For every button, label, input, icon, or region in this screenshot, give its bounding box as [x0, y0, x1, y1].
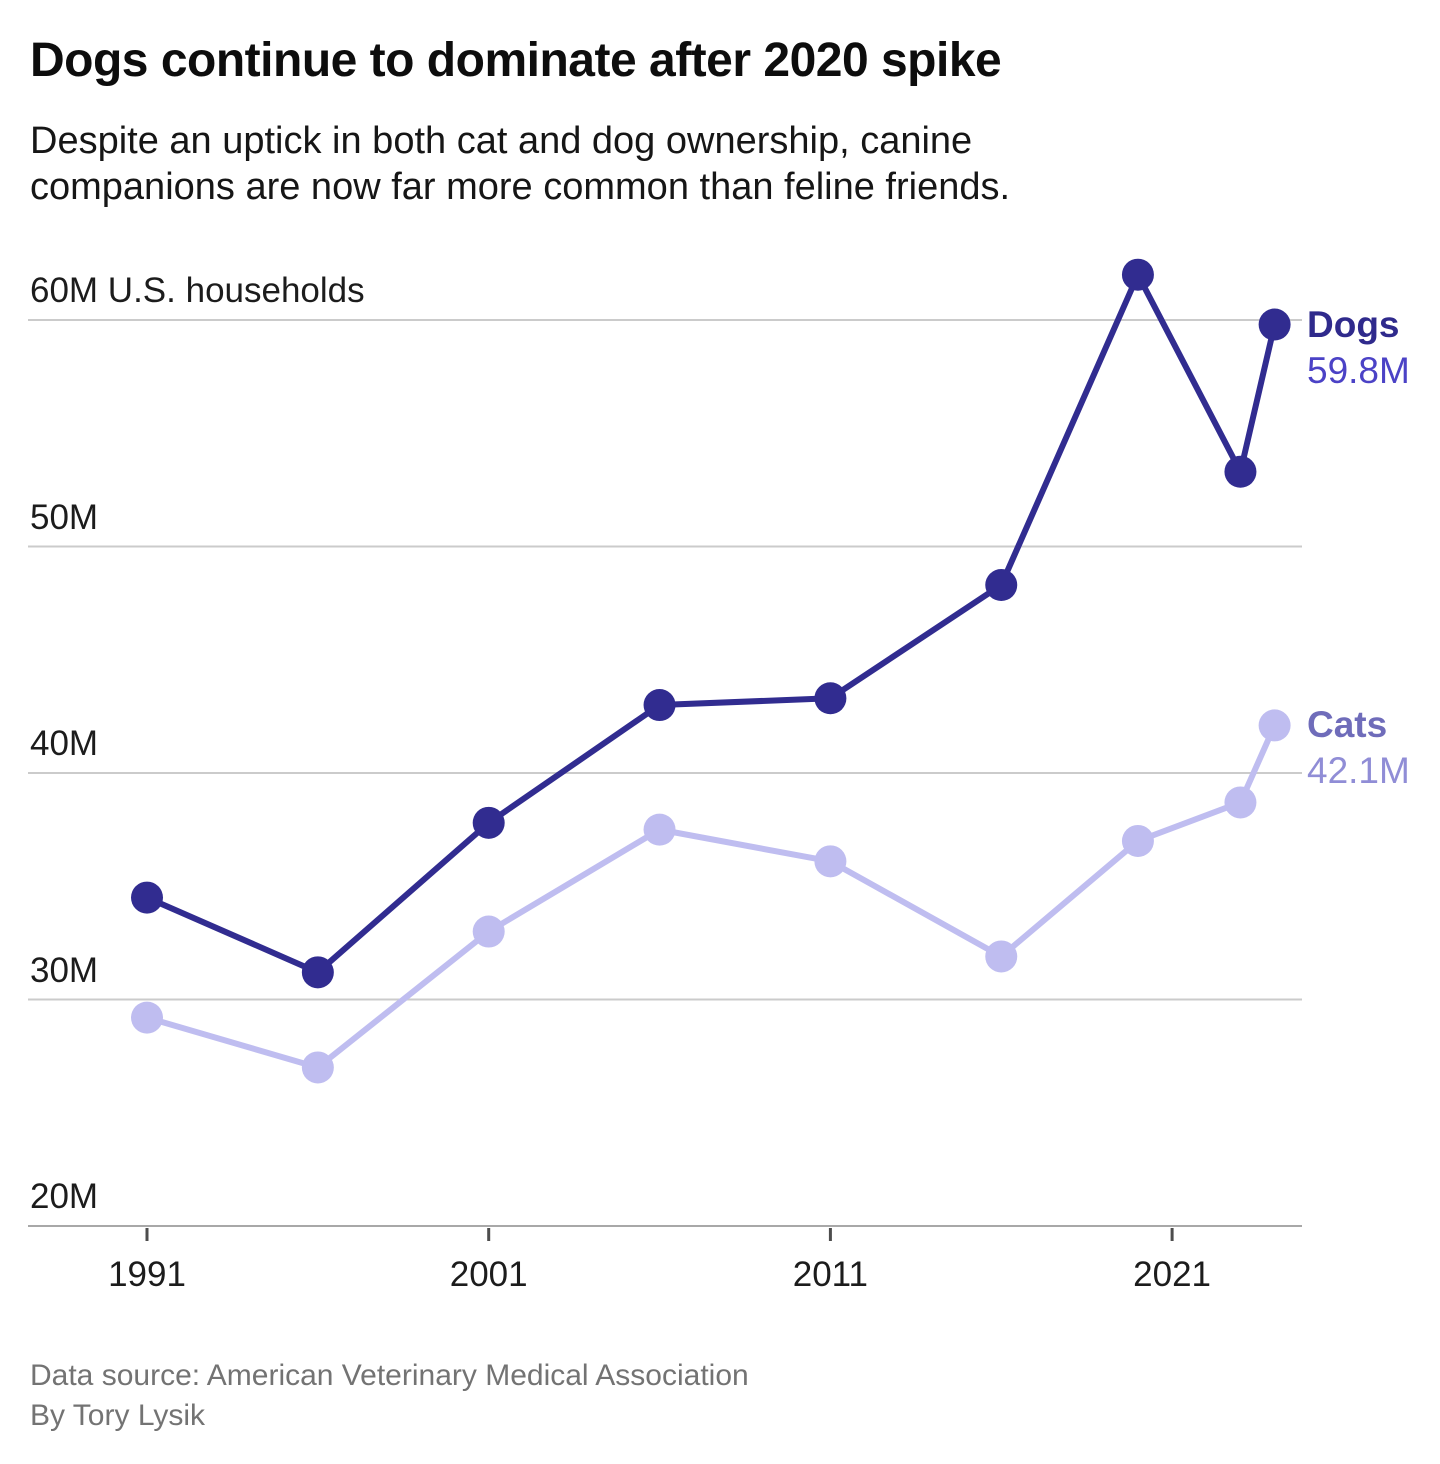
cats-line — [146, 724, 1278, 1071]
dogs-end-value: 59.8M — [1307, 349, 1410, 391]
dogs-point-2024 — [1258, 308, 1291, 341]
cats-point-1991 — [131, 1001, 163, 1034]
chart-subtitle-line-2: companions are now far more common than … — [30, 166, 1011, 208]
chart-subtitle-line-1: Despite an uptick in both cat and dog ow… — [30, 120, 973, 162]
dogs-point-2006 — [643, 689, 676, 722]
cats-point-2020 — [1121, 824, 1154, 857]
cats-series-label: Cats — [1307, 704, 1388, 746]
x-axis-label-2021: 2021 — [1133, 1255, 1212, 1294]
data-source-note: Data source: American Veterinary Medical… — [30, 1359, 749, 1392]
cats-point-1996 — [301, 1051, 334, 1084]
cats-point-2006 — [643, 813, 676, 846]
x-axis-label-1991: 1991 — [108, 1255, 186, 1294]
x-axis-label-2001: 2001 — [449, 1255, 528, 1294]
x-axis-label-2011: 2011 — [792, 1255, 869, 1294]
dogs-point-1996 — [301, 956, 334, 989]
y-axis-label-40m: 40M — [30, 724, 99, 763]
dogs-point-2011 — [814, 682, 847, 715]
chart-subtitle: Despite an uptick in both cat and dog ow… — [30, 118, 1410, 210]
dogs-point-2020 — [1121, 258, 1154, 291]
cats-point-2016 — [985, 940, 1018, 973]
dogs-series-label: Dogs — [1307, 303, 1400, 345]
cats-end-value: 42.1M — [1307, 750, 1410, 792]
dogs-point-2016 — [985, 569, 1018, 602]
cats-point-2001 — [472, 915, 505, 948]
cats-point-2024 — [1258, 709, 1291, 742]
y-axis-label-30m: 30M — [30, 950, 99, 990]
dogs-point-2001 — [472, 806, 505, 839]
y-axis-label-60m: 60M U.S. households — [30, 271, 365, 310]
cats-point-2011 — [814, 845, 847, 878]
cats-point-2023 — [1224, 786, 1257, 819]
dogs-point-2023 — [1224, 455, 1257, 488]
byline: By Tory Lysik — [30, 1399, 206, 1432]
dogs-point-1991 — [131, 881, 163, 914]
chart-footer: Data source: American Veterinary Medical… — [30, 1356, 1230, 1436]
chart-title: Dogs continue to dominate after 2020 spi… — [30, 34, 1002, 87]
y-axis-label-20m: 20M — [30, 1177, 99, 1216]
y-axis-label-50m: 50M — [30, 497, 99, 537]
